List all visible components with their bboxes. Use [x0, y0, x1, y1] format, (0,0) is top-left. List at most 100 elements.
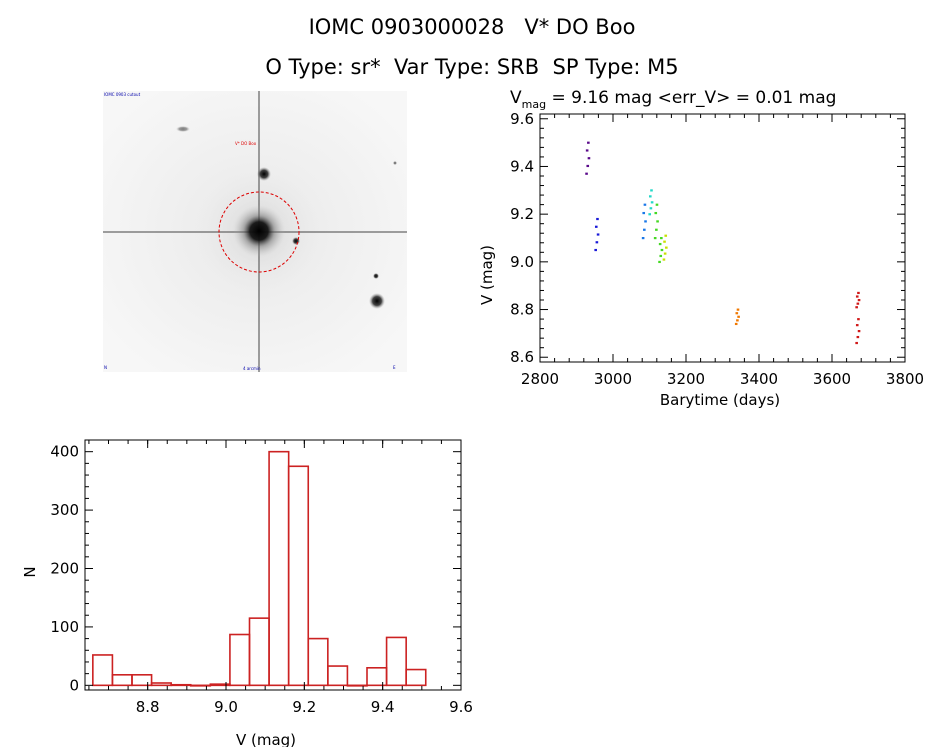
- y-tick-label: 400: [50, 443, 79, 461]
- light-curve-point: [650, 189, 653, 192]
- light-curve-point: [857, 330, 861, 333]
- light-curve-title-sub: mag: [522, 98, 546, 111]
- light-curve-point: [655, 203, 659, 206]
- light-curve-point: [656, 220, 659, 223]
- light-curve-point: [658, 242, 662, 246]
- light-curve-point: [855, 295, 859, 298]
- light-curve-point: [643, 228, 646, 231]
- light-curve-title-rest: = 9.16 mag <err_V> = 0.01 mag: [546, 88, 836, 108]
- field-star: [176, 126, 190, 132]
- light-curve-point: [856, 302, 860, 305]
- y-tick-label: 9.4: [510, 157, 534, 175]
- histogram-bar: [209, 683, 231, 687]
- light-curve-frame: [539, 113, 906, 363]
- light-curve-chart: Vmag = 9.16 mag <err_V> = 0.01 mag 2800 3…: [478, 88, 924, 409]
- light-curve-point: [648, 213, 651, 216]
- light-curve-point: [641, 237, 645, 240]
- x-tick-label: 9.4: [371, 698, 395, 716]
- image-label-top-left: IOMC 0903 cutout: [104, 92, 141, 97]
- field-star: [373, 273, 379, 279]
- image-label-bottom-left: N: [104, 365, 107, 370]
- light-curve-point: [650, 201, 654, 204]
- light-curve-point: [857, 318, 860, 321]
- y-tick-label: 300: [50, 501, 79, 519]
- light-curve-point: [736, 319, 739, 322]
- histogram-bar: [405, 668, 427, 687]
- histogram-bar: [92, 654, 114, 687]
- histogram-bar: [248, 617, 270, 687]
- light-curve-point: [587, 157, 591, 160]
- y-tick-label: 200: [50, 560, 79, 578]
- light-curve-title-main: V: [510, 88, 522, 108]
- x-tick-label: 3800: [886, 370, 924, 388]
- light-curve-point: [855, 306, 858, 309]
- y-tick-label: 9.2: [510, 205, 534, 223]
- histogram-bar: [307, 637, 329, 687]
- image-label-bottom-center: 4 arcmin: [243, 366, 261, 371]
- histogram-chart: 8.8 9.0 9.2 9.4 9.6 0 100 200 300 400 V (mag) N: [21, 439, 473, 749]
- histogram-bar: [385, 636, 407, 687]
- light-curve-point: [586, 164, 590, 168]
- field-star: [369, 293, 385, 309]
- chart-subtitle: O Type: sr* Var Type: SRB SP Type: M5: [265, 55, 679, 79]
- histogram-bar: [111, 674, 133, 687]
- light-curve-point: [665, 246, 668, 249]
- light-curve-point: [662, 258, 666, 261]
- light-curve-xlabel: Barytime (days): [660, 391, 780, 409]
- light-curve-point: [594, 248, 597, 252]
- sky-image: IOMC 0903 cutout V* DO Boo N 4 arcmin E: [103, 91, 410, 372]
- light-curve-point: [585, 149, 589, 152]
- histogram-bar: [366, 667, 388, 687]
- light-curve-point: [737, 315, 740, 318]
- histogram-bar: [229, 633, 251, 687]
- light-curve-point: [587, 141, 590, 144]
- light-curve-point: [642, 211, 646, 215]
- light-curve-point: [663, 240, 666, 243]
- histogram-bar: [131, 674, 153, 687]
- y-tick-label: 8.6: [510, 348, 534, 366]
- x-tick-label: 3400: [740, 370, 778, 388]
- x-tick-label: 3600: [813, 370, 851, 388]
- histogram-panel: 8.8 9.0 9.2 9.4 9.6 0 100 200 300 400 V (mag) N: [15, 428, 485, 751]
- x-tick-label: 2800: [521, 370, 559, 388]
- x-tick-label: 9.6: [449, 698, 473, 716]
- light-curve-point: [654, 211, 658, 215]
- histogram-bar: [268, 450, 290, 687]
- light-curve-point: [856, 335, 860, 339]
- x-tick-label: 9.0: [214, 698, 238, 716]
- histogram-bar: [150, 682, 172, 687]
- light-curve-point: [663, 252, 667, 255]
- light-curve-point: [595, 241, 599, 244]
- light-curve-point: [660, 237, 663, 240]
- field-star: [257, 167, 271, 181]
- image-label-bottom-right: E: [393, 365, 396, 370]
- y-tick-label: 0: [69, 676, 79, 694]
- light-curve-point: [644, 220, 647, 223]
- light-curve-point: [653, 237, 657, 240]
- light-curve-point: [857, 299, 861, 302]
- light-curve-point: [855, 341, 858, 345]
- target-marker-label: V* DO Boo: [235, 141, 257, 146]
- histogram-xlabel: V (mag): [236, 731, 296, 747]
- x-tick-label: 3000: [594, 370, 632, 388]
- light-curve-point: [594, 225, 598, 228]
- y-tick-label: 100: [50, 618, 79, 636]
- y-tick-label: 8.8: [510, 301, 534, 319]
- histogram-bar: [346, 684, 368, 687]
- histogram-bar: [170, 683, 192, 687]
- histogram-frame: [84, 439, 462, 691]
- light-curve-point: [649, 207, 653, 210]
- light-curve-point: [643, 203, 647, 206]
- chart-title: IOMC 0903000028 V* DO Boo: [308, 15, 636, 39]
- histogram-bar: [327, 665, 349, 687]
- light-curve-point: [734, 322, 738, 326]
- light-curve-point: [735, 312, 739, 315]
- histogram-bar: [189, 684, 212, 687]
- light-curve-point: [664, 234, 668, 237]
- light-curve-point: [658, 260, 661, 264]
- x-tick-label: 8.8: [136, 698, 160, 716]
- light-curve-point: [655, 228, 658, 231]
- x-tick-label: 9.2: [292, 698, 316, 716]
- light-curve-ylabel: V (mag): [478, 245, 496, 305]
- light-curve-panel: Vmag = 9.16 mag <err_V> = 0.01 mag 2800 3…: [440, 85, 930, 419]
